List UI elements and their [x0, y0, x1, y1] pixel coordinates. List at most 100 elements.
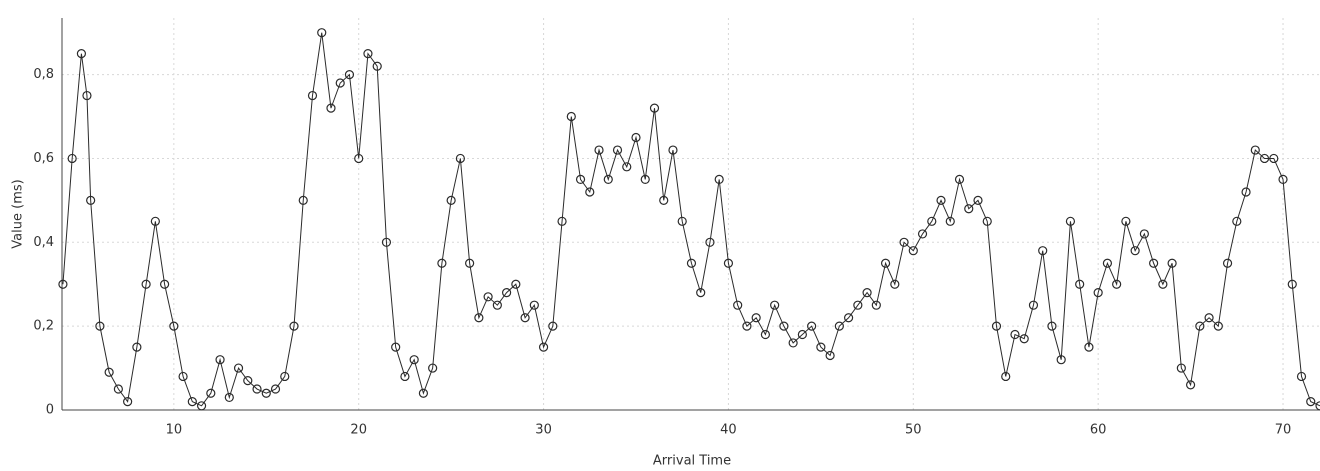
- x-tick-label: 50: [905, 423, 922, 438]
- data-point: [807, 321, 817, 331]
- data-point: [86, 195, 96, 205]
- data-point: [363, 49, 373, 59]
- data-point: [603, 174, 613, 185]
- data-point: [372, 61, 382, 71]
- data-point: [991, 321, 1002, 331]
- data-point: [1001, 371, 1011, 382]
- data-point: [548, 321, 558, 331]
- data-point: [733, 300, 743, 310]
- data-point: [400, 371, 410, 382]
- y-tick-label: 0,6: [33, 151, 54, 166]
- data-point: [696, 288, 706, 298]
- data-point: [298, 195, 308, 205]
- data-point: [270, 384, 281, 394]
- data-point: [206, 388, 216, 398]
- data-point: [1047, 321, 1057, 331]
- data-point: [585, 187, 595, 197]
- data-point: [215, 355, 225, 365]
- data-point: [1241, 187, 1251, 197]
- data-point: [622, 162, 632, 172]
- data-point: [770, 300, 780, 310]
- x-tick-label: 20: [350, 423, 367, 438]
- data-point: [659, 195, 669, 205]
- data-point: [455, 153, 465, 164]
- data-point: [418, 388, 429, 398]
- data-point: [862, 288, 872, 298]
- data-point: [917, 229, 928, 239]
- data-point: [668, 145, 678, 155]
- data-point: [816, 342, 826, 352]
- x-tick-label: 70: [1275, 423, 1292, 438]
- data-point: [252, 384, 262, 394]
- data-point: [82, 90, 92, 101]
- y-tick-label: 0,2: [33, 319, 54, 334]
- data-point: [196, 401, 207, 411]
- data-point: [1306, 397, 1316, 407]
- data-point: [890, 279, 900, 289]
- data-point: [797, 329, 807, 340]
- data-point: [964, 204, 974, 214]
- data-point: [954, 174, 965, 185]
- data-point: [834, 321, 844, 331]
- data-point: [1158, 279, 1168, 289]
- data-point: [566, 111, 576, 122]
- data-point: [104, 367, 114, 377]
- data-point: [723, 258, 734, 268]
- y-tick-label: 0,4: [33, 235, 54, 250]
- data-point: [465, 258, 475, 268]
- data-point: [1102, 258, 1113, 268]
- data-point: [307, 90, 318, 101]
- data-point: [575, 174, 586, 185]
- data-point: [437, 258, 447, 268]
- data-point: [159, 279, 170, 289]
- data-point: [1139, 229, 1149, 239]
- data-point: [326, 103, 336, 113]
- data-point: [1130, 246, 1140, 256]
- data-point: [843, 313, 854, 323]
- data-point: [760, 329, 771, 340]
- data-point: [557, 216, 567, 226]
- data-point: [945, 216, 955, 226]
- y-tick-label: 0,8: [33, 67, 54, 82]
- data-point: [280, 371, 290, 382]
- data-point: [483, 292, 493, 302]
- data-point: [1250, 145, 1260, 155]
- data-point: [1195, 321, 1205, 331]
- data-point: [511, 279, 521, 289]
- data-point: [908, 246, 918, 256]
- data-point: [317, 28, 327, 38]
- data-point: [243, 376, 253, 386]
- data-point: [95, 321, 105, 331]
- data-point: [973, 195, 983, 205]
- data-point: [529, 300, 539, 310]
- data-point: [1075, 279, 1085, 289]
- data-point: [1121, 216, 1131, 226]
- data-point: [1176, 363, 1186, 373]
- data-point: [233, 363, 244, 373]
- data-point: [677, 216, 687, 226]
- data-point: [1065, 216, 1076, 226]
- data-point: [1185, 380, 1196, 390]
- data-point: [492, 300, 502, 310]
- data-point: [520, 313, 530, 323]
- data-point: [936, 195, 946, 205]
- data-point: [612, 145, 623, 155]
- data-point: [1278, 174, 1288, 185]
- data-point: [1112, 279, 1122, 289]
- y-tick-label: 0: [46, 403, 54, 418]
- data-point: [1149, 258, 1159, 268]
- x-tick-label: 40: [720, 423, 737, 438]
- data-point: [1296, 371, 1307, 382]
- data-point: [1222, 258, 1233, 268]
- data-point: [899, 237, 909, 247]
- data-point: [1010, 329, 1020, 340]
- data-point: [825, 350, 835, 361]
- data-point: [686, 258, 697, 268]
- data-point: [123, 397, 133, 407]
- data-point: [67, 153, 77, 164]
- data-point: [927, 216, 937, 226]
- data-point: [261, 388, 271, 398]
- data-point: [224, 392, 234, 403]
- data-point: [1019, 334, 1029, 344]
